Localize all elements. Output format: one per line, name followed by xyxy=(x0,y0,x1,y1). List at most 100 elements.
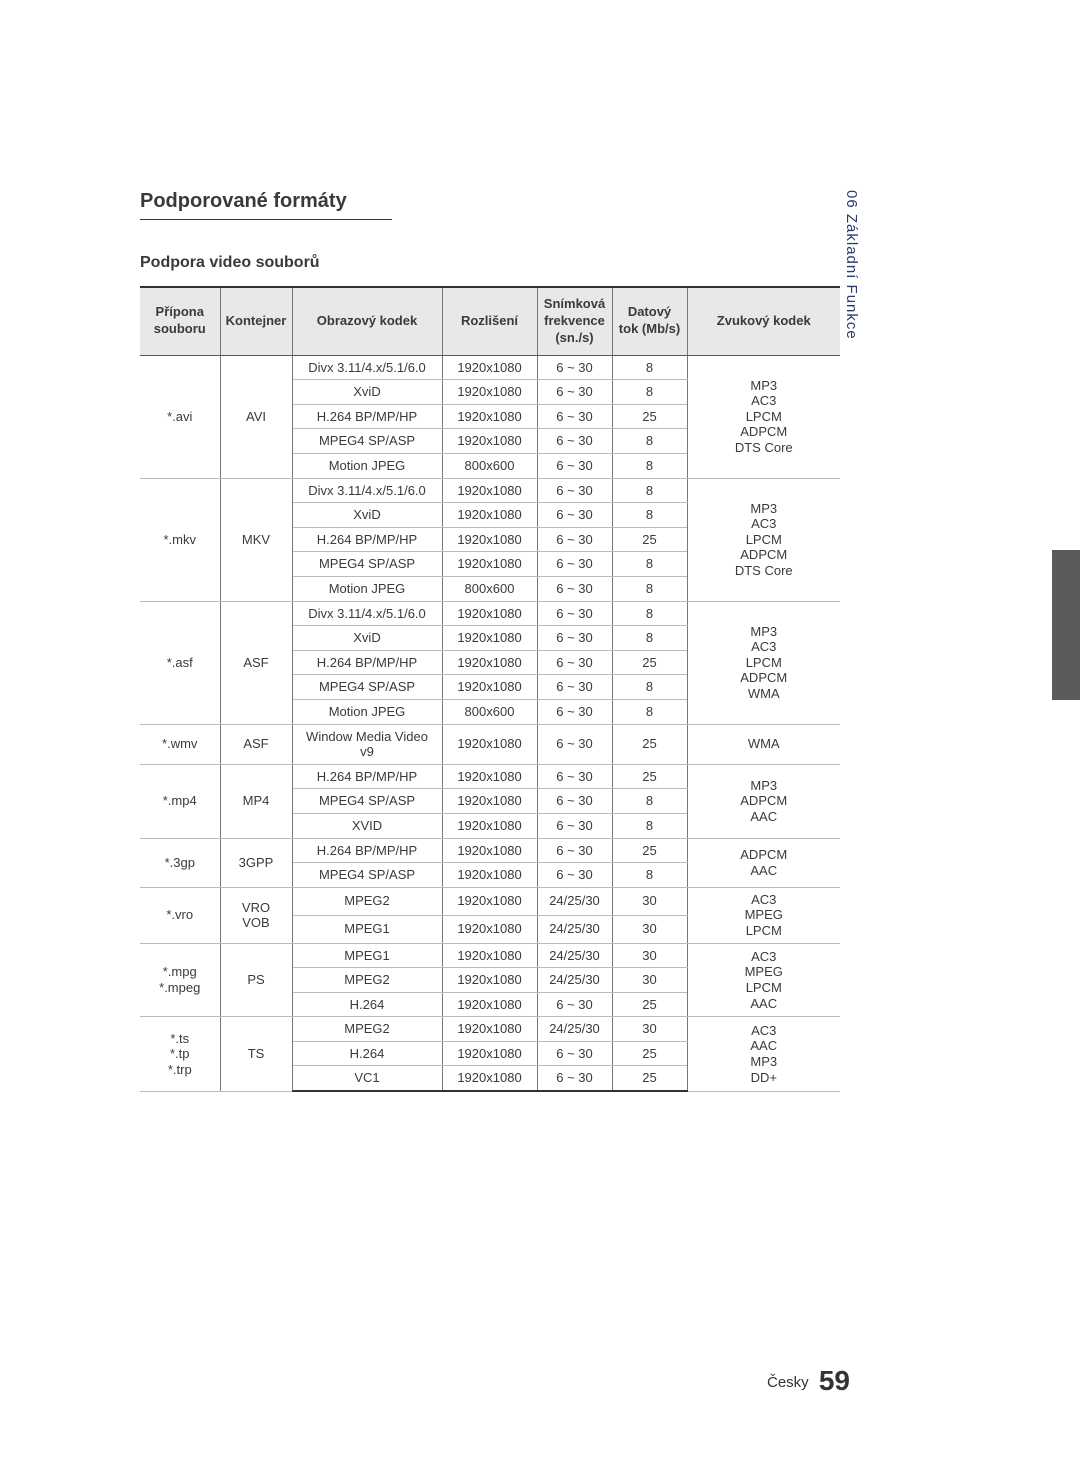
cell-codec: H.264 BP/MP/HP xyxy=(292,527,442,552)
cell-res: 1920x1080 xyxy=(442,552,537,577)
cell-res: 1920x1080 xyxy=(442,404,537,429)
cell-codec: MPEG4 SP/ASP xyxy=(292,552,442,577)
table-row: *.mkv MKV Divx 3.11/4.x/5.1/6.0 1920x108… xyxy=(140,478,840,503)
cell-br: 8 xyxy=(612,355,687,380)
cell-audio: WMA xyxy=(687,724,840,764)
cell-container: ASF xyxy=(220,601,292,724)
format-table: Přípona souboru Kontejner Obrazový kodek… xyxy=(140,286,840,1092)
cell-fps: 24/25/30 xyxy=(537,915,612,943)
col-vcodec: Obrazový kodek xyxy=(292,287,442,355)
cell-res: 1920x1080 xyxy=(442,968,537,993)
cell-codec: MPEG4 SP/ASP xyxy=(292,863,442,888)
cell-br: 25 xyxy=(612,650,687,675)
cell-res: 1920x1080 xyxy=(442,863,537,888)
cell-br: 8 xyxy=(612,626,687,651)
cell-br: 8 xyxy=(612,789,687,814)
cell-ext: *.mpg*.mpeg xyxy=(140,943,220,1017)
table-header-row: Přípona souboru Kontejner Obrazový kodek… xyxy=(140,287,840,355)
cell-codec: Motion JPEG xyxy=(292,454,442,479)
cell-br: 25 xyxy=(612,992,687,1017)
cell-container: 3GPP xyxy=(220,838,292,887)
cell-res: 1920x1080 xyxy=(442,764,537,789)
cell-codec: MPEG2 xyxy=(292,968,442,993)
cell-res: 1920x1080 xyxy=(442,478,537,503)
cell-codec: H.264 xyxy=(292,992,442,1017)
table-row: *.3gp 3GPP H.264 BP/MP/HP 1920x1080 6 ~ … xyxy=(140,838,840,863)
cell-codec: H.264 BP/MP/HP xyxy=(292,404,442,429)
table-row: *.avi AVI Divx 3.11/4.x/5.1/6.0 1920x108… xyxy=(140,355,840,380)
cell-res: 1920x1080 xyxy=(442,943,537,968)
cell-fps: 6 ~ 30 xyxy=(537,675,612,700)
cell-container: TS xyxy=(220,1017,292,1091)
cell-fps: 6 ~ 30 xyxy=(537,724,612,764)
cell-br: 8 xyxy=(612,429,687,454)
cell-br: 8 xyxy=(612,552,687,577)
cell-ext: *.wmv xyxy=(140,724,220,764)
cell-container: MP4 xyxy=(220,764,292,838)
cell-codec: Divx 3.11/4.x/5.1/6.0 xyxy=(292,355,442,380)
cell-fps: 6 ~ 30 xyxy=(537,429,612,454)
cell-res: 1920x1080 xyxy=(442,601,537,626)
cell-codec: Divx 3.11/4.x/5.1/6.0 xyxy=(292,478,442,503)
col-fps: Snímková frekvence (sn./s) xyxy=(537,287,612,355)
table-row: *.mpg*.mpeg PS MPEG1 1920x1080 24/25/30 … xyxy=(140,943,840,968)
cell-codec: Motion JPEG xyxy=(292,577,442,602)
cell-br: 30 xyxy=(612,887,687,915)
cell-fps: 6 ~ 30 xyxy=(537,789,612,814)
cell-fps: 6 ~ 30 xyxy=(537,1066,612,1091)
cell-codec: Divx 3.11/4.x/5.1/6.0 xyxy=(292,601,442,626)
footer-page: 59 xyxy=(819,1365,850,1396)
cell-br: 8 xyxy=(612,478,687,503)
cell-container: MKV xyxy=(220,478,292,601)
col-res: Rozlišení xyxy=(442,287,537,355)
cell-audio: MP3AC3LPCMADPCMWMA xyxy=(687,601,840,724)
cell-fps: 6 ~ 30 xyxy=(537,1041,612,1066)
cell-fps: 6 ~ 30 xyxy=(537,650,612,675)
cell-br: 8 xyxy=(612,380,687,405)
cell-fps: 24/25/30 xyxy=(537,968,612,993)
cell-res: 800x600 xyxy=(442,577,537,602)
cell-container: AVI xyxy=(220,355,292,478)
cell-res: 1920x1080 xyxy=(442,503,537,528)
cell-br: 8 xyxy=(612,601,687,626)
cell-res: 800x600 xyxy=(442,699,537,724)
cell-br: 25 xyxy=(612,838,687,863)
cell-codec: XviD xyxy=(292,380,442,405)
cell-codec: MPEG4 SP/ASP xyxy=(292,789,442,814)
cell-container: PS xyxy=(220,943,292,1017)
cell-br: 8 xyxy=(612,577,687,602)
cell-res: 1920x1080 xyxy=(442,626,537,651)
cell-br: 30 xyxy=(612,915,687,943)
cell-fps: 6 ~ 30 xyxy=(537,503,612,528)
cell-audio: ADPCMAAC xyxy=(687,838,840,887)
page-footer: Česky 59 xyxy=(767,1365,850,1397)
cell-fps: 6 ~ 30 xyxy=(537,626,612,651)
cell-res: 1920x1080 xyxy=(442,380,537,405)
cell-res: 1920x1080 xyxy=(442,429,537,454)
cell-res: 1920x1080 xyxy=(442,724,537,764)
table-row: *.wmv ASF Window Media Video v9 1920x108… xyxy=(140,724,840,764)
cell-container: VROVOB xyxy=(220,887,292,943)
cell-ext: *.mp4 xyxy=(140,764,220,838)
cell-ext: *.mkv xyxy=(140,478,220,601)
cell-fps: 6 ~ 30 xyxy=(537,577,612,602)
cell-fps: 6 ~ 30 xyxy=(537,764,612,789)
cell-codec: H.264 BP/MP/HP xyxy=(292,764,442,789)
cell-fps: 6 ~ 30 xyxy=(537,601,612,626)
table-row: *.ts*.tp*.trp TS MPEG2 1920x1080 24/25/3… xyxy=(140,1017,840,1042)
col-bitrate: Datový tok (Mb/s) xyxy=(612,287,687,355)
cell-codec: MPEG2 xyxy=(292,1017,442,1042)
cell-res: 1920x1080 xyxy=(442,838,537,863)
cell-br: 8 xyxy=(612,813,687,838)
cell-br: 30 xyxy=(612,943,687,968)
cell-res: 1920x1080 xyxy=(442,1041,537,1066)
cell-br: 8 xyxy=(612,675,687,700)
col-ext: Přípona souboru xyxy=(140,287,220,355)
cell-fps: 24/25/30 xyxy=(537,1017,612,1042)
cell-codec: MPEG2 xyxy=(292,887,442,915)
section-tab: 06 Základní Funkce xyxy=(843,190,860,340)
cell-codec: MPEG4 SP/ASP xyxy=(292,675,442,700)
cell-br: 25 xyxy=(612,724,687,764)
cell-br: 8 xyxy=(612,454,687,479)
cell-res: 1920x1080 xyxy=(442,1017,537,1042)
